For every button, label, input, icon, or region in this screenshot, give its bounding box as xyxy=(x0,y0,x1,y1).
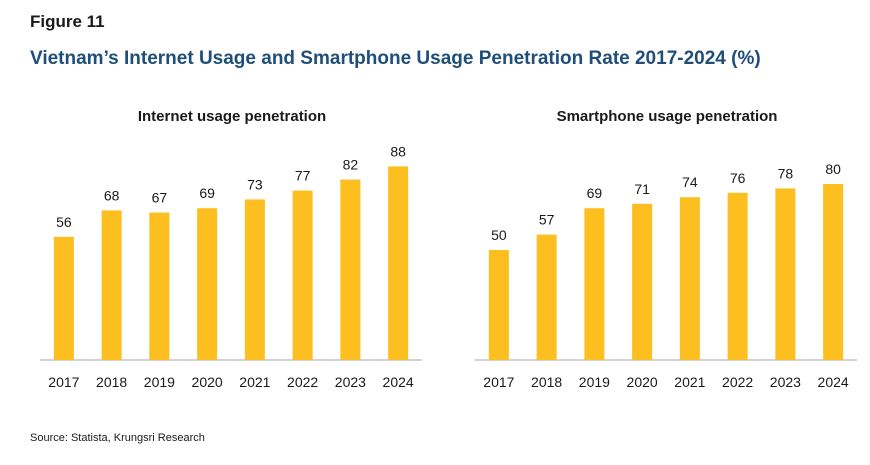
internet-bar-2024 xyxy=(388,166,409,360)
figure-title: Vietnam’s Internet Usage and Smartphone … xyxy=(30,48,761,69)
smartphone-tick-label-2017: 2017 xyxy=(483,374,514,390)
smartphone-tick-label-2022: 2022 xyxy=(722,374,753,390)
smartphone-tick-label-2020: 2020 xyxy=(627,374,658,390)
internet-bar-2022 xyxy=(292,190,313,360)
smartphone-tick-label-2018: 2018 xyxy=(531,374,562,390)
internet-usage-chart: Internet usage penetration 56 2017 68 2018 67… xyxy=(40,100,440,400)
smartphone-value-label-2021: 74 xyxy=(682,174,698,190)
internet-bar-2019 xyxy=(149,212,170,360)
smartphone-bar-2023 xyxy=(775,188,796,360)
internet-value-label-2021: 73 xyxy=(247,176,263,192)
internet-value-label-2017: 56 xyxy=(56,214,72,230)
internet-usage-chart-svg: Internet usage penetration 56 2017 68 2018 67… xyxy=(40,108,422,390)
smartphone-value-label-2020: 71 xyxy=(634,181,650,197)
internet-tick-label-2019: 2019 xyxy=(144,374,175,390)
smartphone-bar-2024 xyxy=(823,184,844,360)
internet-bar-2023 xyxy=(340,179,361,360)
internet-bar-2021 xyxy=(244,199,265,360)
smartphone-bar-2018 xyxy=(536,234,557,360)
smartphone-usage-chart-svg: Smartphone usage penetration 50 2017 57 2018… xyxy=(475,108,857,390)
internet-tick-label-2024: 2024 xyxy=(383,374,414,390)
smartphone-value-label-2024: 80 xyxy=(825,161,841,177)
smartphone-chart-title: Smartphone usage penetration xyxy=(557,108,778,125)
internet-value-label-2022: 77 xyxy=(295,168,311,184)
smartphone-value-label-2022: 76 xyxy=(730,170,746,186)
internet-tick-label-2022: 2022 xyxy=(287,374,318,390)
smartphone-value-label-2018: 57 xyxy=(539,212,555,228)
smartphone-tick-label-2019: 2019 xyxy=(579,374,610,390)
internet-tick-label-2018: 2018 xyxy=(96,374,127,390)
internet-bar-2017 xyxy=(53,236,74,360)
internet-value-label-2024: 88 xyxy=(390,143,406,159)
internet-value-label-2023: 82 xyxy=(343,157,359,173)
smartphone-usage-chart: Smartphone usage penetration 50 2017 57 2018… xyxy=(475,100,870,400)
internet-tick-label-2023: 2023 xyxy=(335,374,366,390)
internet-value-label-2020: 69 xyxy=(199,185,215,201)
smartphone-tick-label-2021: 2021 xyxy=(674,374,705,390)
source-note: Source: Statista, Krungsri Research xyxy=(30,432,205,444)
smartphone-bar-2022 xyxy=(727,192,748,360)
smartphone-value-label-2023: 78 xyxy=(778,165,794,181)
internet-tick-label-2017: 2017 xyxy=(48,374,79,390)
internet-bar-2020 xyxy=(197,208,218,360)
smartphone-tick-label-2023: 2023 xyxy=(770,374,801,390)
internet-chart-title: Internet usage penetration xyxy=(138,108,326,125)
internet-value-label-2018: 68 xyxy=(104,187,120,203)
smartphone-bar-2021 xyxy=(679,197,700,360)
internet-bar-2018 xyxy=(101,210,122,360)
internet-value-label-2019: 67 xyxy=(152,190,168,206)
internet-tick-label-2020: 2020 xyxy=(192,374,223,390)
smartphone-value-label-2017: 50 xyxy=(491,227,507,243)
figure-label: Figure 11 xyxy=(30,12,105,31)
smartphone-tick-label-2024: 2024 xyxy=(818,374,849,390)
internet-tick-label-2021: 2021 xyxy=(239,374,270,390)
smartphone-value-label-2019: 69 xyxy=(587,185,603,201)
smartphone-bar-2020 xyxy=(632,203,653,360)
smartphone-bar-2017 xyxy=(488,250,509,360)
smartphone-bar-2019 xyxy=(584,208,605,360)
